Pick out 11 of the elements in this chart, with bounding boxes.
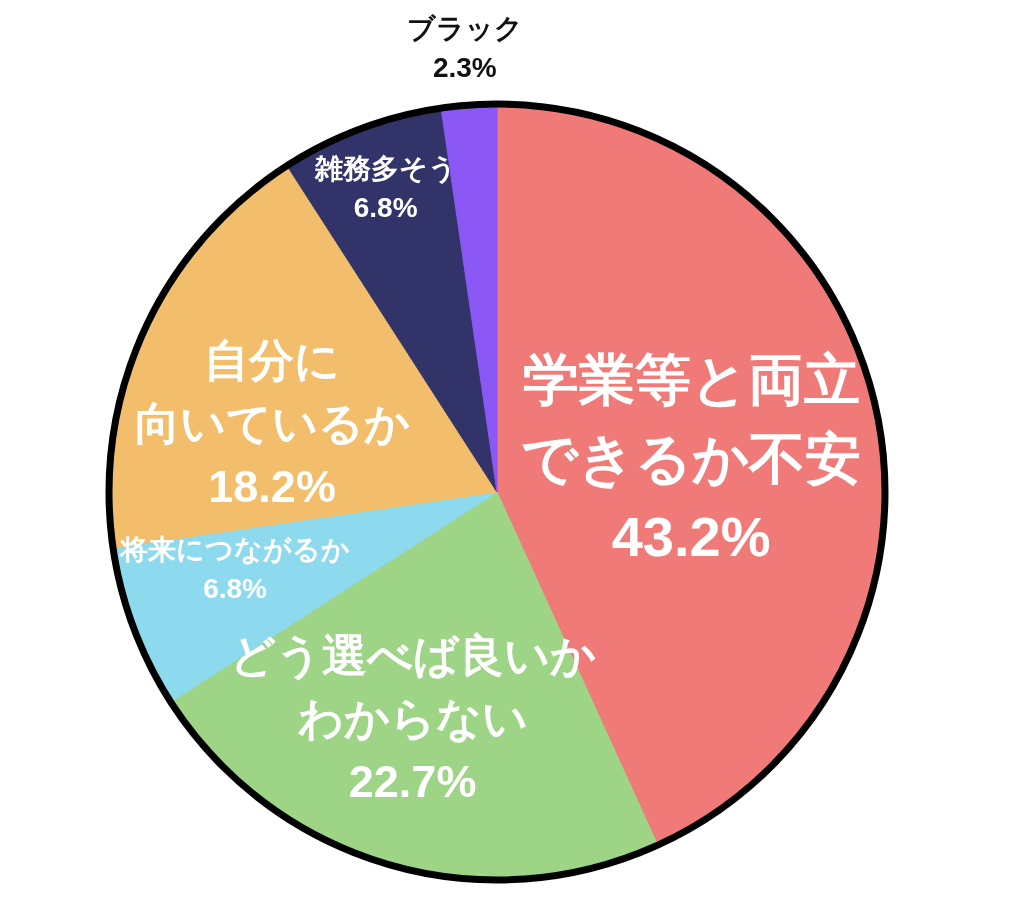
data-label: 6.8% — [203, 573, 268, 605]
slice-label: 自分に向いているか — [134, 335, 410, 450]
slice-label: どう選べば良いかわからない — [229, 629, 596, 744]
slice-label: 学業等と両立できるか不安 — [521, 348, 862, 490]
slice-label: ブラック — [406, 12, 523, 44]
data-label: 6.8% — [353, 191, 418, 223]
slice-label: 雑務多そう — [314, 152, 457, 184]
data-label: 2.3% — [432, 51, 497, 83]
data-label: 43.2% — [611, 505, 771, 569]
data-label: 18.2% — [208, 461, 336, 513]
data-label: 22.7% — [348, 755, 477, 807]
